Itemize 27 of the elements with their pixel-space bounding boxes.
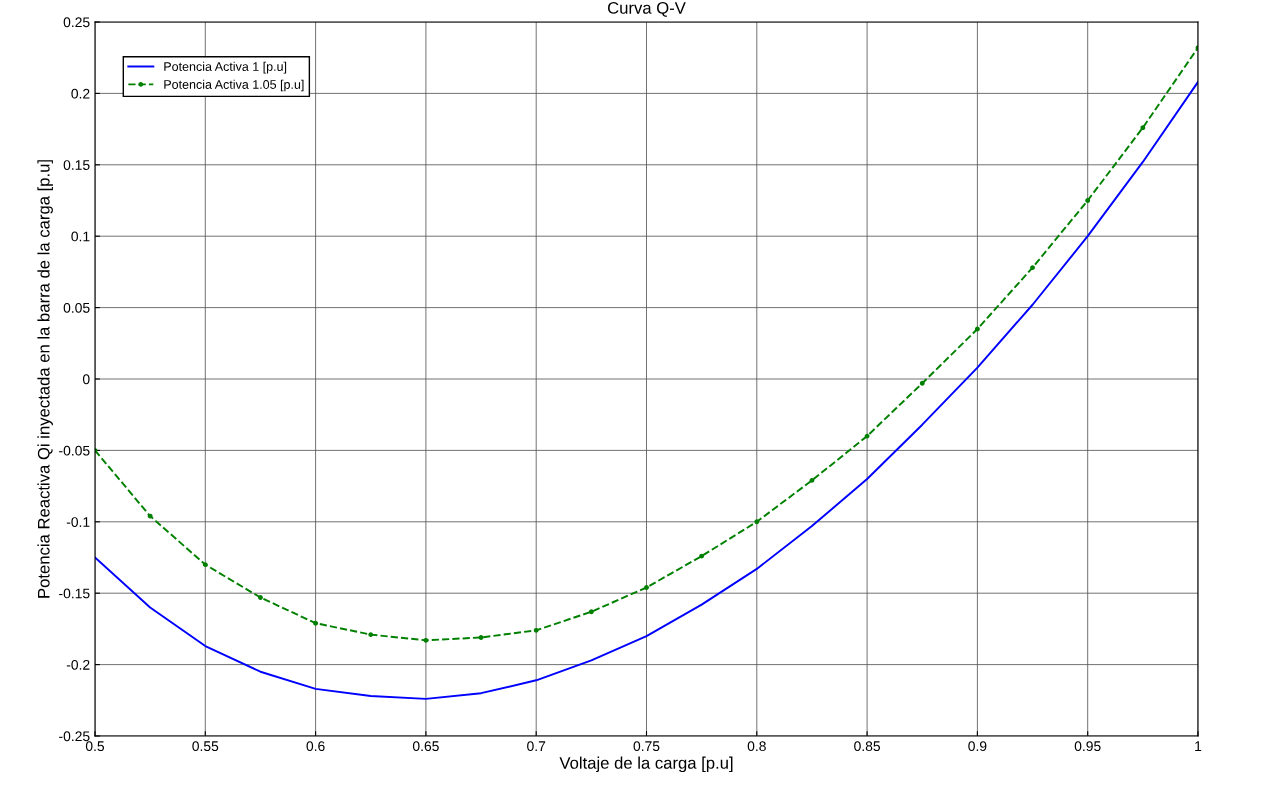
x-tick-label: 0.75 [633, 741, 660, 752]
x-tick-label: 0.5 [85, 741, 105, 752]
y-tick-label: 0.25 [63, 17, 90, 28]
y-tick-label: 0 [82, 374, 90, 385]
y-tick-label: 0.05 [63, 302, 90, 313]
y-tick-label: 0.15 [63, 160, 90, 170]
x-tick-label: 0.9 [968, 741, 987, 752]
chart-title: Curva Q-V [607, 2, 686, 17]
x-tick-label: 0.95 [1074, 741, 1101, 752]
y-tick-label: -0.05 [59, 445, 90, 456]
x-tick-label: 0.7 [527, 741, 546, 752]
y-tick-label: -0.25 [59, 731, 90, 742]
y-tick-label: 0.1 [71, 231, 90, 242]
x-tick-label: 0.55 [192, 741, 219, 752]
x-axis-title: Voltaje de la carga [p.u] [559, 756, 733, 773]
x-tick-label: 1 [1195, 741, 1202, 751]
y-tick-label: -0.1 [66, 517, 90, 527]
y-axis-title: Potencia Reactiva Qi inyectada en la barra de la carga [p.u] [37, 160, 53, 598]
x-tick-label: 0.65 [412, 741, 439, 752]
legend-label: Potencia Activa 1.05 [p.u] [164, 79, 304, 92]
y-tick-label: 0.2 [71, 88, 90, 99]
y-tick-label: -0.2 [66, 659, 90, 670]
x-tick-label: 0.6 [306, 741, 325, 752]
y-tick-label: -0.15 [59, 588, 90, 599]
legend-label: Potencia Activa 1 [p.u] [164, 61, 287, 74]
x-tick-label: 0.8 [747, 741, 766, 752]
x-tick-label: 0.85 [854, 741, 881, 752]
